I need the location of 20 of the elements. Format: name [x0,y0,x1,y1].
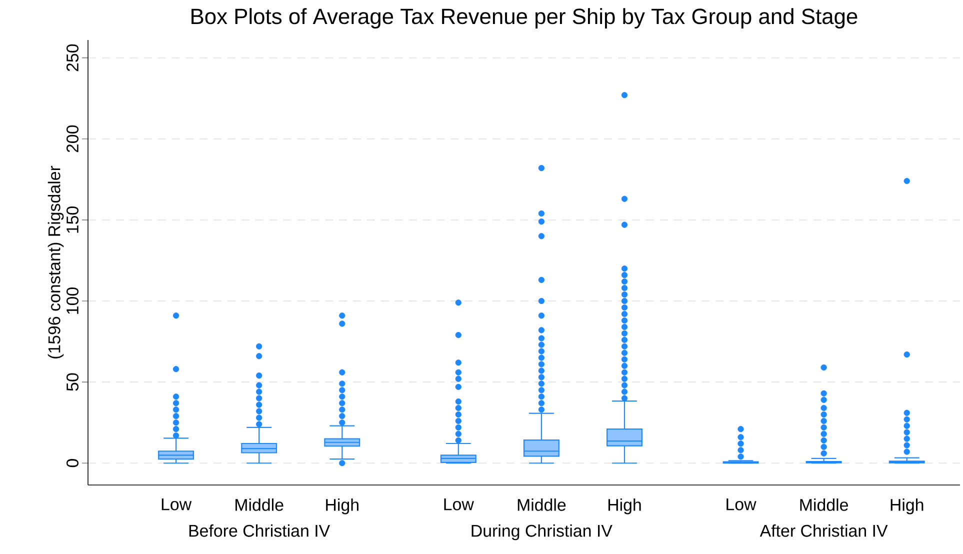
text: After Christian IV [760,524,888,537]
x-tick-label: Low [726,498,756,510]
y-tick-label: 50 [66,373,79,391]
x-tick-label: Middle [236,498,284,511]
text: Before Christian IV [189,524,330,537]
y-tick-label: 150 [66,206,79,233]
x-tick-label: Middle [800,498,848,511]
y-tick-label: 250 [66,44,79,72]
x-tick-label: High [890,498,924,514]
x-tick-label: Low [444,498,474,510]
x-tick-label: High [326,498,358,514]
text: During Christian IV [472,524,612,540]
chart-title: Box Plots of Average Tax Revenue per Ship by Tax Group and Stage [192,8,858,28]
x-tick-label: Low [162,498,192,510]
x-tick-label: Middle [518,498,566,511]
x-tick-label: High [608,498,641,514]
y-tick-label: 0 [66,459,79,468]
y-axis-title: (1596 constant) Rigsdaler [48,166,64,358]
y-tick-label: 100 [66,288,79,314]
y-tick-label: 200 [66,125,79,152]
